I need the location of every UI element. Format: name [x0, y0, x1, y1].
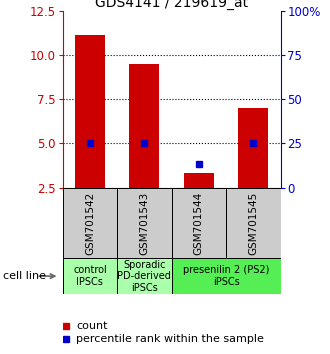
- Bar: [63, 188, 117, 258]
- Bar: [184, 173, 214, 188]
- Bar: [117, 188, 172, 258]
- Bar: [226, 188, 280, 258]
- Bar: [117, 258, 172, 294]
- Text: GSM701542: GSM701542: [85, 192, 95, 255]
- Text: GSM701545: GSM701545: [248, 192, 258, 255]
- Text: Sporadic
PD-derived
iPSCs: Sporadic PD-derived iPSCs: [117, 259, 171, 293]
- Text: presenilin 2 (PS2)
iPSCs: presenilin 2 (PS2) iPSCs: [183, 265, 269, 287]
- Text: GSM701543: GSM701543: [139, 192, 149, 255]
- Bar: [75, 35, 105, 188]
- Bar: [172, 188, 226, 258]
- Title: GDS4141 / 219619_at: GDS4141 / 219619_at: [95, 0, 248, 10]
- Bar: [63, 258, 117, 294]
- Text: percentile rank within the sample: percentile rank within the sample: [77, 334, 264, 344]
- Text: cell line: cell line: [3, 271, 46, 281]
- Text: control
IPSCs: control IPSCs: [73, 265, 107, 287]
- Bar: [129, 64, 159, 188]
- Text: GSM701544: GSM701544: [194, 192, 204, 255]
- Bar: [238, 108, 268, 188]
- Bar: [172, 258, 280, 294]
- Text: count: count: [77, 321, 108, 331]
